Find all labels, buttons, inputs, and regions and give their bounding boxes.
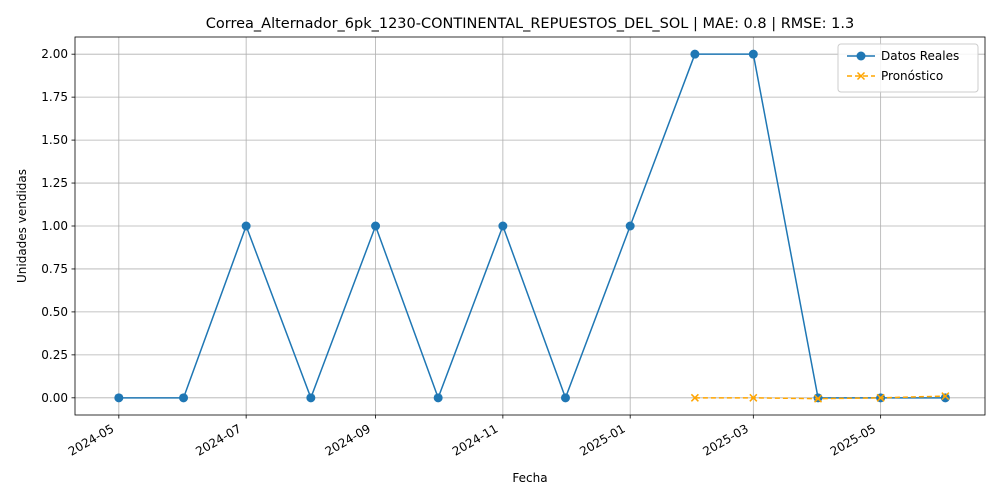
y-tick-label: 0.50 — [41, 305, 68, 319]
legend-entry-forecast: Pronóstico — [847, 69, 943, 83]
series-layer — [114, 49, 950, 403]
data-point-actual — [371, 221, 381, 231]
legend-marker-actual — [856, 51, 866, 61]
legend-label-forecast: Pronóstico — [881, 69, 943, 83]
data-point-actual — [690, 49, 700, 59]
data-point-actual — [433, 393, 443, 403]
data-point-actual — [498, 221, 508, 231]
data-point-forecast — [813, 394, 823, 403]
legend-label-actual: Datos Reales — [881, 49, 959, 63]
series-line-actual — [118, 53, 946, 400]
data-point-forecast — [941, 392, 950, 401]
y-tick-label: 1.25 — [41, 176, 68, 190]
y-tick-label: 1.50 — [41, 133, 68, 147]
x-axis-label: Fecha — [512, 471, 547, 485]
data-point-actual — [940, 393, 950, 403]
data-point-forecast — [749, 393, 758, 402]
y-tick-label: 1.75 — [41, 90, 68, 104]
y-tick-label: 1.00 — [41, 219, 68, 233]
data-point-actual — [560, 393, 570, 403]
data-point-forecast — [876, 393, 885, 402]
grid-layer — [75, 37, 985, 415]
data-point-actual — [179, 393, 189, 403]
x-tick-label: 2025-01 — [577, 421, 627, 458]
data-point-actual — [114, 393, 124, 403]
legend-entry-actual: Datos Reales — [847, 49, 959, 63]
data-point-forecast — [690, 393, 699, 402]
y-tick-label: 2.00 — [41, 47, 68, 61]
data-point-actual — [625, 221, 635, 231]
y-tick-label: 0.75 — [41, 262, 68, 276]
data-point-actual — [748, 49, 758, 59]
y-tick-label: 0.25 — [41, 348, 68, 362]
legend: Datos Reales Pronóstico — [837, 43, 979, 93]
x-tick-label: 2025-05 — [828, 421, 878, 458]
x-tick-label: 2024-07 — [193, 421, 243, 458]
chart-title: Correa_Alternador_6pk_1230-CONTINENTAL_R… — [206, 16, 854, 32]
y-tick-label: 0.00 — [41, 391, 68, 405]
data-point-actual — [306, 393, 316, 403]
legend-marker-forecast — [856, 71, 866, 81]
x-tick-label: 2024-09 — [323, 421, 373, 458]
x-tick-label: 2024-11 — [450, 421, 500, 458]
x-tick-label: 2025-03 — [700, 421, 750, 458]
y-axis-label: Unidades vendidas — [15, 169, 29, 283]
data-point-actual — [241, 221, 251, 231]
x-tick-label: 2024-05 — [66, 421, 116, 458]
